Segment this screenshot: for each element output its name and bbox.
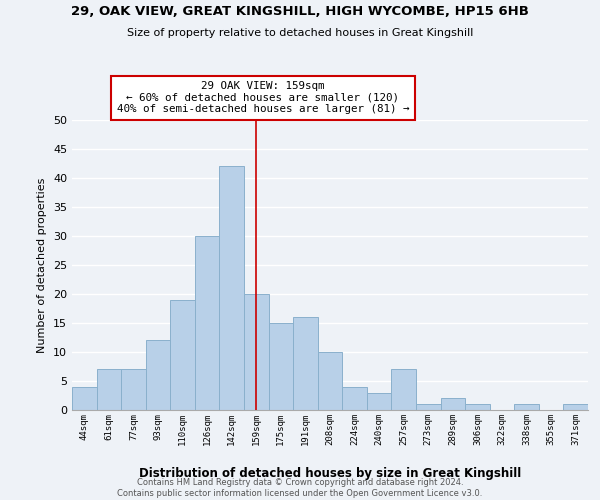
Bar [318,352,342,410]
Bar [342,387,367,410]
Bar [563,404,588,410]
Text: 29, OAK VIEW, GREAT KINGSHILL, HIGH WYCOMBE, HP15 6HB: 29, OAK VIEW, GREAT KINGSHILL, HIGH WYCO… [71,5,529,18]
Bar [391,370,416,410]
Bar [220,166,244,410]
Bar [416,404,440,410]
Bar [293,317,318,410]
Bar [440,398,465,410]
Text: Distribution of detached houses by size in Great Kingshill: Distribution of detached houses by size … [139,467,521,480]
Bar [170,300,195,410]
Y-axis label: Number of detached properties: Number of detached properties [37,178,47,352]
Bar [269,323,293,410]
Bar [72,387,97,410]
Bar [121,370,146,410]
Text: Size of property relative to detached houses in Great Kingshill: Size of property relative to detached ho… [127,28,473,38]
Bar [244,294,269,410]
Bar [514,404,539,410]
Bar [97,370,121,410]
Bar [367,392,391,410]
Text: 29 OAK VIEW: 159sqm
← 60% of detached houses are smaller (120)
40% of semi-detac: 29 OAK VIEW: 159sqm ← 60% of detached ho… [116,81,409,114]
Bar [146,340,170,410]
Text: Contains HM Land Registry data © Crown copyright and database right 2024.
Contai: Contains HM Land Registry data © Crown c… [118,478,482,498]
Bar [465,404,490,410]
Bar [195,236,220,410]
